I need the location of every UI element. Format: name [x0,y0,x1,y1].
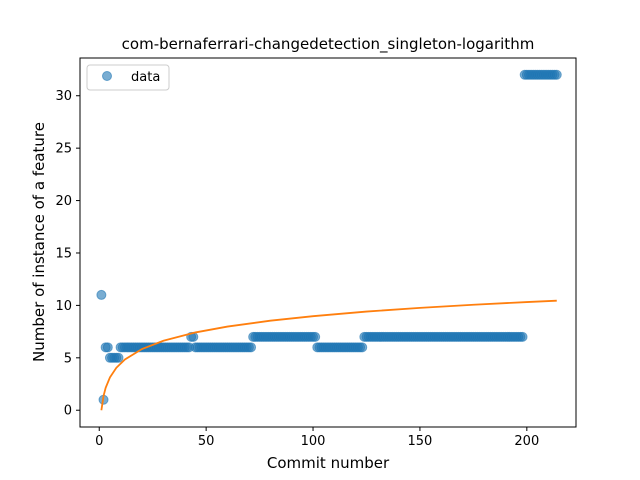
y-tick-label: 25 [55,142,72,157]
chart-title: com-bernaferrari-changedetection_singlet… [122,35,535,54]
x-tick-label: 200 [514,434,539,449]
y-tick-label: 15 [55,246,72,261]
data-point [114,353,123,362]
legend: data [87,65,169,90]
data-point [97,290,106,299]
data-point [247,343,256,352]
y-tick-label: 20 [55,194,72,209]
x-tick-label: 100 [301,434,326,449]
data-point [358,343,367,352]
y-tick-label: 0 [64,404,72,419]
data-point [552,70,561,79]
legend-marker [103,72,112,81]
y-axis-label: Number of instance of a feature [30,122,48,362]
legend-label-data: data [131,70,160,85]
data-point [518,332,527,341]
x-tick-label: 150 [408,434,433,449]
x-tick-label: 0 [95,434,103,449]
x-tick-label: 50 [198,434,215,449]
y-tick-label: 30 [55,89,72,104]
data-point [311,332,320,341]
y-tick-label: 5 [64,351,72,366]
x-axis-label: Commit number [267,454,390,472]
y-tick-label: 10 [55,299,72,314]
data-point [103,343,112,352]
